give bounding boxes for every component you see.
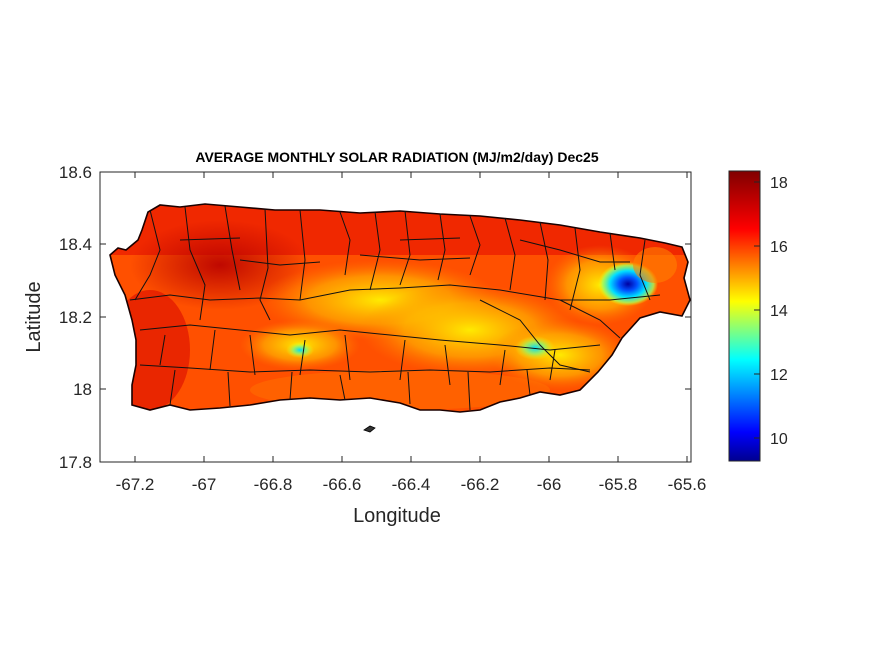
colorbar-tick-label: 12 — [770, 367, 788, 384]
x-axis — [134, 172, 688, 462]
x-tick-label: -66.6 — [323, 475, 362, 494]
small-island — [363, 425, 376, 433]
y-tick-label: 18.2 — [59, 308, 92, 327]
x-tick-label: -65.8 — [599, 475, 638, 494]
x-tick-label: -66.4 — [392, 475, 431, 494]
x-tick-label: -67 — [192, 475, 217, 494]
x-tick-label: -66.8 — [254, 475, 293, 494]
colorbar-tick-label: 16 — [770, 239, 788, 256]
colorbar-tick-label: 14 — [770, 303, 788, 320]
x-tick-label: -65.6 — [668, 475, 707, 494]
y-axis — [100, 171, 691, 463]
x-tick-labels: -67.2 -67 -66.8 -66.6 -66.4 -66.2 -66 -6… — [116, 475, 707, 494]
colorbar-ticks — [754, 181, 760, 439]
colorbar-tick-labels: 18 16 14 12 10 — [770, 175, 788, 448]
colorbar — [728, 170, 761, 462]
x-axis-label: Longitude — [353, 505, 441, 527]
y-tick-label: 17.8 — [59, 453, 92, 472]
map-title: AVERAGE MONTHLY SOLAR RADIATION (MJ/m2/d… — [195, 149, 598, 165]
x-tick-label: -67.2 — [116, 475, 155, 494]
colorbar-tick-label: 10 — [770, 431, 788, 448]
island-outline — [109, 203, 691, 413]
y-tick-label: 18 — [73, 380, 92, 399]
y-tick-label: 18.6 — [59, 163, 92, 182]
municipality-boundaries — [129, 205, 661, 411]
x-tick-label: -66.2 — [461, 475, 500, 494]
x-tick-label: -66 — [537, 475, 562, 494]
y-axis-label: Latitude — [23, 281, 45, 352]
y-tick-label: 18.4 — [59, 235, 92, 254]
colorbar-tick-label: 18 — [770, 175, 788, 192]
y-tick-labels: 18.6 18.4 18.2 18 17.8 — [59, 163, 92, 472]
